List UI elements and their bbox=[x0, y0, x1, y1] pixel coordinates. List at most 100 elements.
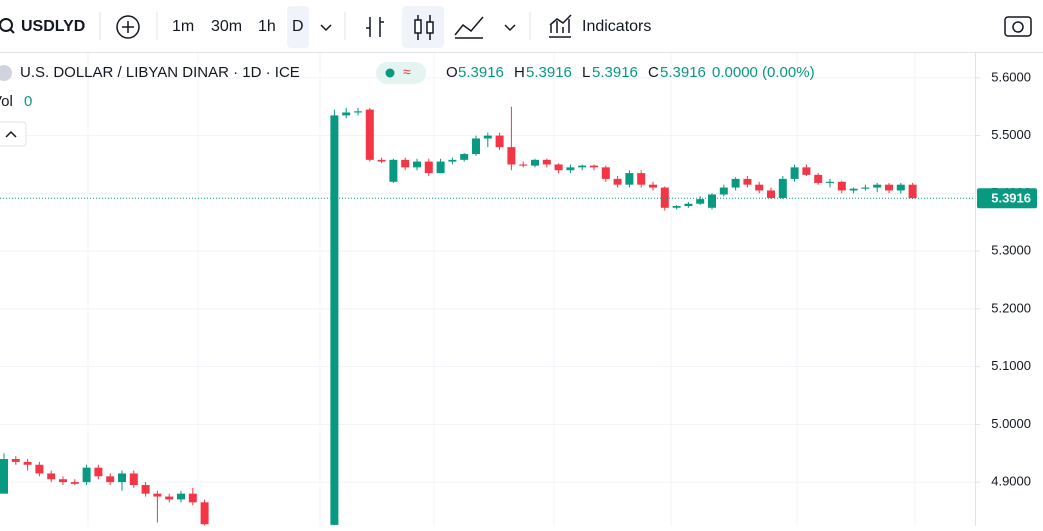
indicators-button[interactable]: Indicators bbox=[582, 18, 651, 35]
candle-body bbox=[401, 159, 410, 168]
candle-body bbox=[436, 161, 445, 174]
candles-icon-bg[interactable] bbox=[402, 6, 444, 48]
y-tick-label: 4.9000 bbox=[991, 474, 1031, 489]
candle-body bbox=[755, 184, 764, 191]
search-icon[interactable] bbox=[0, 18, 13, 32]
candle-body bbox=[141, 484, 150, 494]
y-tick-label: 5.6000 bbox=[991, 69, 1031, 84]
candle-body bbox=[519, 164, 528, 166]
candle-body bbox=[354, 111, 362, 113]
candle-body bbox=[637, 173, 646, 185]
candle-body bbox=[94, 467, 103, 477]
candle-body bbox=[696, 199, 705, 204]
candle-body bbox=[200, 502, 209, 525]
candle-body bbox=[377, 159, 386, 162]
candle-body bbox=[625, 173, 634, 185]
bars-icon[interactable] bbox=[366, 17, 384, 37]
legend-o: O bbox=[446, 64, 458, 81]
interval[interactable]: 30m bbox=[211, 18, 242, 35]
candle-body bbox=[731, 178, 740, 188]
candle-body bbox=[554, 164, 563, 171]
candle-body bbox=[684, 203, 693, 207]
candle-body bbox=[365, 109, 374, 160]
candle-body bbox=[11, 459, 20, 462]
candle-body bbox=[885, 184, 893, 191]
candles bbox=[0, 106, 975, 526]
interval[interactable]: 1m bbox=[172, 18, 194, 35]
candle-body bbox=[613, 178, 622, 185]
candle-body bbox=[413, 161, 421, 168]
candle-body bbox=[483, 135, 492, 139]
candle-body bbox=[165, 496, 174, 500]
volume-value: 0 bbox=[24, 93, 32, 110]
candle-body bbox=[35, 464, 44, 474]
candle-body bbox=[743, 178, 752, 185]
interval-menu[interactable] bbox=[320, 24, 332, 32]
candle-body bbox=[70, 482, 79, 484]
candle-body bbox=[47, 473, 56, 480]
price-axis: 4.90005.00005.10005.20005.30005.40005.50… bbox=[975, 69, 1037, 489]
candle-body bbox=[389, 159, 398, 182]
candle-body bbox=[708, 194, 716, 208]
candle-body bbox=[908, 184, 917, 199]
last-price-box bbox=[977, 188, 1037, 209]
y-tick-label: 5.1000 bbox=[991, 358, 1031, 373]
candle-body bbox=[153, 493, 162, 497]
candle-body bbox=[129, 473, 138, 485]
candle-body bbox=[472, 138, 480, 155]
candle-body bbox=[826, 181, 834, 183]
candle-body bbox=[59, 479, 67, 483]
candle-body bbox=[601, 167, 610, 179]
candle-body bbox=[330, 115, 339, 525]
legend-l: L bbox=[582, 64, 590, 81]
legend-title: U.S. DOLLAR / LIBYAN DINAR · 1D · ICE bbox=[20, 64, 300, 81]
candle-body bbox=[0, 459, 8, 494]
interval[interactable]: D bbox=[292, 18, 304, 35]
candle-body bbox=[590, 165, 598, 168]
candle-body bbox=[460, 154, 469, 160]
active-interval-bg bbox=[287, 6, 309, 48]
volume-label: Vol bbox=[0, 93, 13, 110]
interval[interactable]: 1h bbox=[258, 18, 276, 35]
legend-c: C bbox=[648, 64, 659, 81]
legend-low: 5.3916 bbox=[592, 64, 638, 81]
candle-body bbox=[873, 184, 882, 188]
candle-body bbox=[861, 187, 870, 189]
candle-body bbox=[424, 161, 433, 174]
candle-body bbox=[578, 165, 587, 168]
candle-body bbox=[177, 493, 185, 500]
legend-high: 5.3916 bbox=[526, 64, 572, 81]
legend-open: 5.3916 bbox=[458, 64, 504, 81]
candle-body bbox=[896, 184, 905, 191]
vertical-grid bbox=[87, 53, 916, 526]
snapshot-icon[interactable] bbox=[1004, 16, 1032, 37]
candle-body bbox=[82, 467, 91, 483]
y-tick-label: 5.5000 bbox=[991, 127, 1031, 142]
candle-body bbox=[649, 184, 657, 188]
area-icon[interactable] bbox=[454, 16, 484, 39]
candle-body bbox=[531, 159, 539, 166]
status-badge[interactable] bbox=[376, 62, 426, 84]
candle-body bbox=[778, 178, 787, 198]
candle-body bbox=[566, 167, 575, 171]
candle-body bbox=[814, 174, 823, 183]
candle-body bbox=[23, 461, 32, 465]
candle-body bbox=[507, 147, 516, 165]
candle-body bbox=[342, 112, 351, 116]
y-tick-label: 5.2000 bbox=[991, 300, 1031, 315]
add-symbol[interactable] bbox=[116, 15, 140, 39]
chart-type-menu[interactable] bbox=[504, 24, 516, 32]
symbol[interactable]: USDLYD bbox=[21, 18, 85, 35]
candle-body bbox=[106, 476, 115, 483]
legend-h: H bbox=[514, 64, 525, 81]
legend: U.S. DOLLAR / LIBYAN DINAR · 1D · ICE ≈ … bbox=[0, 62, 815, 147]
candle-body bbox=[448, 159, 457, 162]
indicators-icon[interactable] bbox=[549, 14, 572, 38]
candle-body bbox=[802, 167, 811, 175]
status-icon: ≈ bbox=[403, 64, 411, 80]
candle-body bbox=[118, 473, 126, 483]
legend-change: 0.0000 (0.00%) bbox=[712, 64, 815, 81]
candle-body bbox=[790, 167, 799, 179]
